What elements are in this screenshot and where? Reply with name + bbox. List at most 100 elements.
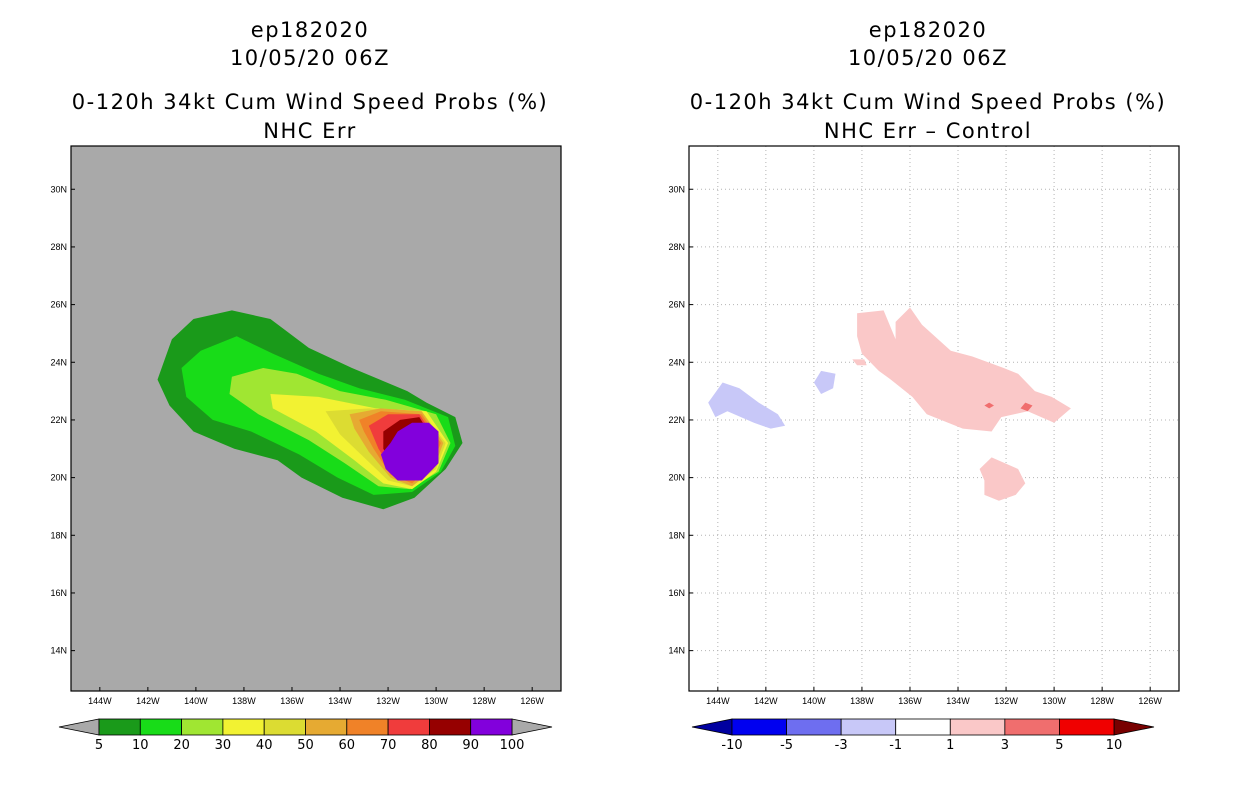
right-datetime: 10/05/20 06Z xyxy=(847,46,1009,70)
left-chart: 144W 142W 140W 138W 136W 134W 132W 130W 128W 126W… xyxy=(50,145,562,753)
left-colorbar-label: 10 xyxy=(132,738,149,753)
left-y-tick-label: 30N xyxy=(50,184,67,194)
right-x-tick-label: 138W xyxy=(850,696,874,706)
left-x-tick-label: 130W xyxy=(424,696,448,706)
left-plot-frame xyxy=(70,145,562,692)
left-colorbar-extend-low xyxy=(58,718,100,736)
right-y-tick-label: 18N xyxy=(668,530,685,540)
right-colorbar-extend-high xyxy=(1113,718,1155,736)
left-colorbar-swatch xyxy=(222,718,265,736)
right-subtitle: NHC Err – Control xyxy=(823,119,1033,143)
right-x-tick-label: 126W xyxy=(1138,696,1162,706)
left-y-tick-label: 20N xyxy=(50,473,67,483)
left-x-tick-label: 134W xyxy=(328,696,352,706)
left-colorbar-label: 20 xyxy=(173,738,190,753)
right-colorbar-label: 10 xyxy=(1106,738,1123,753)
right-x-tick-label: 136W xyxy=(898,696,922,706)
right-y-tick-label: 16N xyxy=(668,588,685,598)
right-y-tick-label: 26N xyxy=(668,300,685,310)
left-x-tick-label: 138W xyxy=(232,696,256,706)
right-title: 0-120h 34kt Cum Wind Speed Probs (%) xyxy=(689,90,1167,114)
left-x-tick-label: 142W xyxy=(136,696,160,706)
right-colorbar-extend-low xyxy=(691,718,733,736)
right-y-tick-label: 24N xyxy=(668,357,685,367)
right-colorbar: -10 -5 -3 -1 1 3 5 10 xyxy=(691,718,1155,753)
right-x-tick-label: 128W xyxy=(1090,696,1114,706)
left-colorbar-swatch xyxy=(98,718,141,736)
left-colorbar-swatch xyxy=(305,718,348,736)
left-x-tick-label: 140W xyxy=(184,696,208,706)
right-contour-4 xyxy=(979,457,1026,501)
right-contour-0 xyxy=(708,382,786,429)
left-y-tick-label: 16N xyxy=(50,588,67,598)
left-colorbar-label: 40 xyxy=(256,738,273,753)
right-colorbar-label: -1 xyxy=(889,738,902,753)
right-colorbar-swatch xyxy=(840,718,897,736)
right-y-tick-label: 20N xyxy=(668,473,685,483)
left-colorbar-swatch xyxy=(181,718,224,736)
right-colorbar-swatch xyxy=(786,718,842,736)
right-x-tick-label: 144W xyxy=(706,696,730,706)
left-colorbar-label: 80 xyxy=(421,738,438,753)
left-colorbar-label: 70 xyxy=(380,738,397,753)
left-y-tick-label: 28N xyxy=(50,242,67,252)
right-storm-id: ep182020 xyxy=(868,18,988,42)
right-colorbar-label: 5 xyxy=(1055,738,1063,753)
left-colorbar-label: 30 xyxy=(215,738,232,753)
left-colorbar-extend-high xyxy=(511,718,553,736)
right-x-tick-label: 132W xyxy=(994,696,1018,706)
left-storm-id: ep182020 xyxy=(250,18,370,42)
left-x-tick-label: 144W xyxy=(88,696,112,706)
left-colorbar-swatch xyxy=(470,718,513,736)
left-y-tick-label: 18N xyxy=(50,530,67,540)
left-colorbar-swatch xyxy=(428,718,472,736)
left-x-tick-label: 126W xyxy=(520,696,544,706)
right-contour-2 xyxy=(857,307,1071,432)
left-colorbar-label: 100 xyxy=(500,738,525,753)
right-contour-5 xyxy=(1020,402,1033,412)
left-y-tick-label: 14N xyxy=(50,646,67,656)
right-x-tick-label: 140W xyxy=(802,696,826,706)
right-colorbar-swatch xyxy=(731,718,787,736)
right-x-tick-label: 142W xyxy=(754,696,778,706)
right-plot-frame xyxy=(688,145,1180,692)
left-colorbar-label: 5 xyxy=(95,738,103,753)
left-x-tick-label: 136W xyxy=(280,696,304,706)
left-y-tick-label: 22N xyxy=(50,415,67,425)
left-colorbar-label: 50 xyxy=(297,738,314,753)
left-x-tick-label: 132W xyxy=(376,696,400,706)
right-y-tick-label: 30N xyxy=(668,184,685,194)
left-y-tick-label: 26N xyxy=(50,300,67,310)
right-chart: 144W 142W 140W 138W 136W 134W 132W 130W 128W 126W… xyxy=(668,145,1180,753)
right-colorbar-swatch xyxy=(895,718,951,736)
left-subtitle: NHC Err xyxy=(263,119,357,143)
right-colorbar-label: 3 xyxy=(1001,738,1009,753)
right-x-tick-label: 130W xyxy=(1042,696,1066,706)
right-colorbar-label: -5 xyxy=(780,738,793,753)
right-colorbar-label: -3 xyxy=(835,738,848,753)
right-colorbar-label: -10 xyxy=(721,738,742,753)
left-title: 0-120h 34kt Cum Wind Speed Probs (%) xyxy=(71,90,549,114)
left-datetime: 10/05/20 06Z xyxy=(229,46,391,70)
right-colorbar-label: 1 xyxy=(946,738,954,753)
left-colorbar-swatch xyxy=(346,718,389,736)
left-x-tick-label: 128W xyxy=(472,696,496,706)
left-colorbar-label: 60 xyxy=(339,738,356,753)
right-y-tick-label: 22N xyxy=(668,415,685,425)
left-colorbar-swatch xyxy=(139,718,183,736)
left-colorbar-swatch xyxy=(263,718,306,736)
right-contour-1 xyxy=(813,370,836,394)
right-colorbar-swatch xyxy=(1059,718,1115,736)
right-contour-3 xyxy=(852,359,867,366)
right-colorbar-swatch xyxy=(949,718,1006,736)
left-colorbar-swatch xyxy=(387,718,430,736)
right-colorbar-swatch xyxy=(1004,718,1060,736)
right-contour-6 xyxy=(984,402,994,409)
left-y-tick-label: 24N xyxy=(50,357,67,367)
right-y-tick-label: 28N xyxy=(668,242,685,252)
right-y-tick-label: 14N xyxy=(668,646,685,656)
left-colorbar: 5 10 20 30 40 50 60 70 80 90 100 xyxy=(58,718,553,753)
right-x-tick-label: 134W xyxy=(946,696,970,706)
left-contour-9 xyxy=(380,422,439,481)
